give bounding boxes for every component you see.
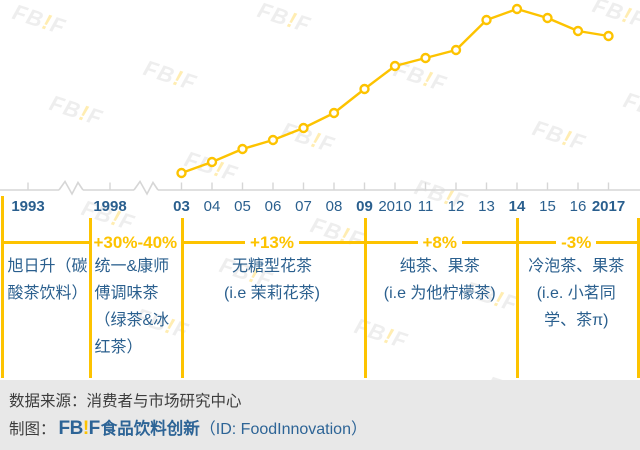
era-description-line: 红茶）	[94, 339, 143, 356]
axis-break-zigzag	[133, 180, 159, 196]
data-point-08	[328, 107, 340, 119]
data-point-04	[206, 156, 218, 168]
era-description-line: （绿茶&冰	[94, 312, 170, 329]
era-description-line: (i.e 为他柠檬茶)	[383, 285, 496, 302]
growth-line	[1, 241, 89, 244]
era-description-line: (i.e 茉莉花茶)	[223, 285, 320, 302]
timeline-year-2010: 2010	[378, 198, 412, 215]
growth-line	[596, 241, 637, 244]
data-source-line: 数据来源：消费者与市场研究中心	[9, 388, 640, 415]
data-point-2017	[603, 30, 614, 42]
growth-rate-label: +13%	[250, 233, 294, 252]
data-source-label: 数据来源：	[9, 393, 87, 410]
era-description-line: 冷泡茶、果茶	[528, 258, 625, 275]
timeline-year-07: 07	[295, 198, 312, 215]
data-point-11	[420, 52, 431, 64]
growth-rate-label: -3%	[561, 233, 592, 252]
era-description-line: 酸茶饮料）	[7, 285, 88, 302]
credit-line: 制图： FB!F食品饮料创新（ID: FoodInnovation）	[9, 415, 640, 444]
era-description-1993: 旭日升（碳酸茶饮料）	[8, 253, 89, 307]
growth-band-1993	[1, 233, 89, 252]
era-description-line: 学、茶π)	[544, 312, 609, 329]
era-divider	[516, 218, 519, 378]
era-divider	[88, 218, 92, 378]
growth-line	[462, 241, 516, 244]
data-point-03	[176, 167, 187, 179]
timeline-year-08: 08	[325, 198, 343, 215]
timeline-year-15: 15	[539, 198, 556, 215]
growth-rate-label: +8%	[422, 233, 458, 252]
era-description-line: 旭日升（碳	[7, 258, 88, 275]
data-point-15	[542, 12, 553, 24]
era-description-1998: 统一&康师傅调味茶 （绿茶&冰红茶）	[95, 253, 181, 361]
era-description-09: 纯茶、果茶 (i.e 为他柠檬茶)	[364, 253, 517, 307]
timeline-year-2017: 2017	[591, 198, 626, 215]
credit-label: 制图：	[9, 421, 56, 438]
growth-line	[298, 241, 364, 244]
era-description-line: 傅调味茶	[94, 285, 159, 302]
era-description-03: 无糖型花茶 (i.e 茉莉花茶)	[181, 253, 364, 307]
fbif-logo-fb: FB	[58, 418, 84, 439]
data-point-05	[237, 143, 248, 155]
data-point-13	[481, 14, 492, 26]
timeline-year-05: 05	[234, 198, 251, 215]
growth-band-03: +13%	[180, 233, 364, 252]
growth-line	[516, 241, 557, 244]
data-point-06	[267, 134, 279, 146]
timeline-year-1998: 1998	[93, 198, 127, 215]
era-description-14: 冷泡茶、果茶 (i.e. 小茗同 学、茶π)	[516, 253, 637, 334]
era-divider	[180, 218, 184, 378]
timeline-year-09: 09	[356, 198, 373, 215]
data-point-2010	[389, 60, 401, 72]
fbif-logo: FB!F	[58, 418, 101, 439]
growth-line	[180, 241, 246, 244]
era-divider	[636, 218, 640, 378]
era-divider	[0, 196, 4, 378]
fbif-watermark: FB!F	[351, 313, 411, 354]
timeline-year-1993: 1993	[11, 198, 45, 215]
data-point-16	[572, 25, 584, 37]
growth-band-14: -3%	[516, 233, 637, 252]
era-description-line: 纯茶、果茶	[399, 258, 480, 275]
growth-band-1998: +30%-40%	[89, 233, 181, 252]
growth-rate-label: +30%-40%	[93, 233, 178, 252]
timeline-year-03: 03	[173, 198, 190, 215]
growth-line	[363, 241, 418, 244]
growth-band-09: +8%	[363, 233, 516, 252]
data-point-07	[298, 122, 309, 134]
fbif-logo-f: F	[88, 418, 101, 439]
credit-id: （ID: FoodInnovation）	[199, 421, 367, 438]
axis-break-zigzag	[58, 180, 84, 196]
trend-chart	[0, 3, 640, 196]
timeline-year-12: 12	[447, 198, 465, 215]
data-point-14	[511, 3, 523, 15]
era-description-line: (i.e. 小茗同	[536, 285, 616, 302]
timeline-year-14: 14	[508, 198, 526, 215]
timeline-year-11: 11	[417, 198, 434, 215]
fbif-logo-bang: !	[82, 418, 89, 439]
data-source-value: 消费者与市场研究中心	[86, 393, 242, 410]
data-point-12	[450, 44, 462, 56]
timeline-year-13: 13	[478, 198, 495, 215]
era-description-line: 统一&康师	[94, 258, 170, 275]
era-description-line: 无糖型花茶	[231, 258, 312, 275]
era-divider	[363, 218, 367, 378]
footer: 数据来源：消费者与市场研究中心 制图： FB!F食品饮料创新（ID: FoodIn…	[0, 380, 640, 450]
credit-name: 食品饮料创新	[100, 420, 200, 438]
timeline-year-16: 16	[569, 198, 587, 215]
data-point-09	[359, 83, 370, 95]
timeline-year-06: 06	[264, 198, 282, 215]
timeline-year-04: 04	[203, 198, 221, 215]
